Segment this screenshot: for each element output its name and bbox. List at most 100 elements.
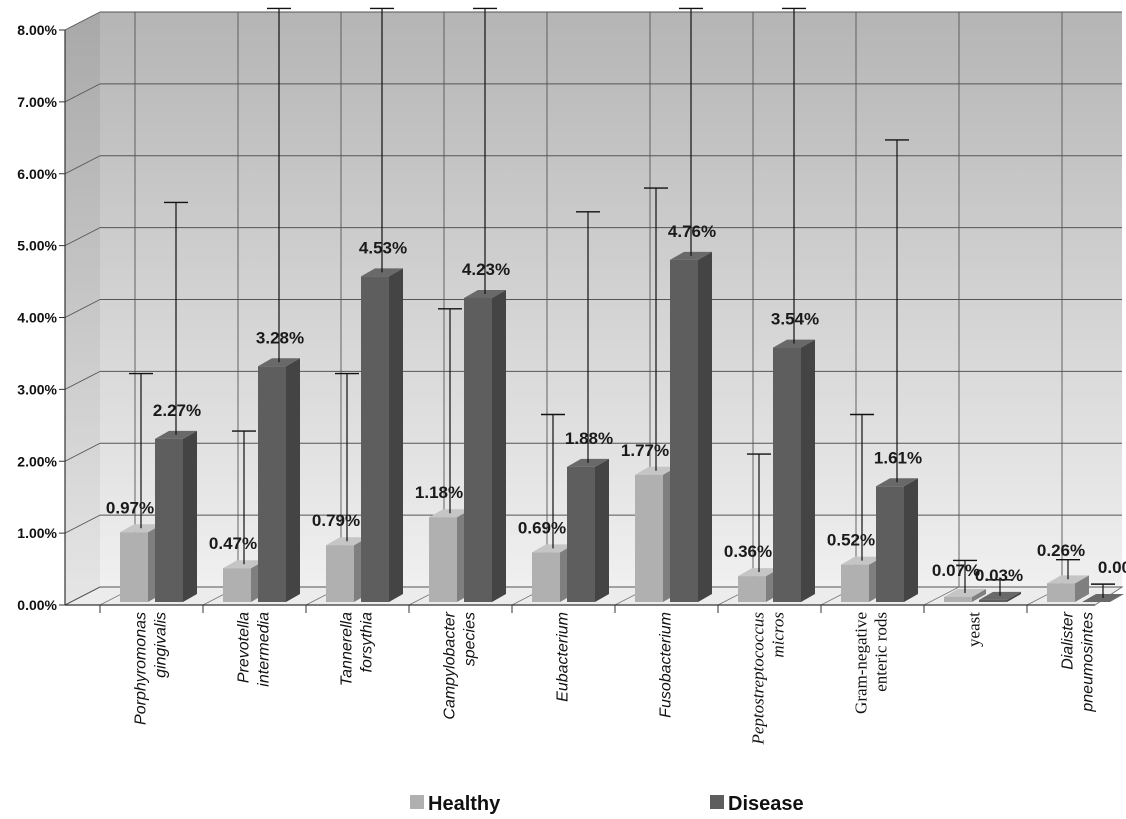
bar-side xyxy=(286,358,300,602)
category-label: Tannerella forsythia xyxy=(339,612,376,686)
healthy-error-bar xyxy=(850,413,874,561)
healthy-value-label: 0.26% xyxy=(1037,541,1085,560)
gridline-side xyxy=(64,11,101,31)
bar-front xyxy=(635,474,663,602)
disease-value-label: 2.27% xyxy=(153,401,201,420)
healthy-value-label: 0.97% xyxy=(106,498,154,517)
healthy-error-bar xyxy=(953,559,977,593)
healthy-value-label: 1.77% xyxy=(621,441,669,460)
y-tick-label: 0.00% xyxy=(17,597,57,613)
bar-side xyxy=(1075,575,1089,602)
bar-front xyxy=(738,576,766,602)
gridline-side xyxy=(64,83,101,103)
legend-item-healthy: Healthy xyxy=(410,793,501,815)
disease-error-bar xyxy=(1091,583,1115,598)
healthy-error-bar xyxy=(1056,558,1080,580)
healthy-error-bar xyxy=(335,372,359,542)
category-label: Campylobacter species xyxy=(442,611,479,719)
bar-front xyxy=(429,517,457,602)
gridline-side xyxy=(64,442,101,462)
healthy-error-bar xyxy=(232,430,256,565)
legend-swatch xyxy=(410,795,424,809)
y-tick-label: 4.00% xyxy=(17,310,57,326)
disease-value-label: 0.03% xyxy=(975,566,1023,585)
healthy-value-label: 0.07% xyxy=(932,561,980,580)
healthy-value-label: 0.47% xyxy=(209,534,257,553)
disease-error-bar xyxy=(885,139,909,483)
category-label-line: Fusobacterium xyxy=(658,612,675,718)
bar-front xyxy=(944,596,972,602)
disease-value-label: 1.88% xyxy=(565,429,613,448)
bar-side xyxy=(492,289,506,602)
category-label-line: pneumosintes xyxy=(1080,612,1097,713)
category-labels: Porphyromonas gingivalis Prevotella interme… xyxy=(133,611,1097,745)
healthy-bar xyxy=(1047,575,1089,602)
bar-front xyxy=(876,486,904,602)
category-label-line: Gram-negative xyxy=(852,612,871,714)
disease-value-label: 4.23% xyxy=(462,260,510,279)
gridline-side xyxy=(64,299,101,318)
category-label: yeast xyxy=(965,612,984,647)
bar-side xyxy=(698,251,712,602)
disease-value-label: 3.54% xyxy=(771,310,819,329)
legend-label: Healthy xyxy=(428,793,501,815)
disease-bar xyxy=(258,358,300,602)
bar-side xyxy=(972,588,986,602)
bar-side xyxy=(389,268,403,602)
bar-front xyxy=(326,545,354,602)
category-label-line: Eubacterium xyxy=(555,612,572,702)
y-axis: 0.00% 1.00% 2.00% 3.00% 4.00% 5.00% 6.00% 7.00%… xyxy=(17,22,66,613)
y-tick-label: 3.00% xyxy=(17,381,57,397)
healthy-value-label: 0.36% xyxy=(724,542,772,561)
disease-bar xyxy=(361,268,403,602)
disease-value-label: 1.61% xyxy=(874,448,922,467)
disease-value-label: 0.00% xyxy=(1098,558,1126,577)
category-label: Dialister pneumosintes xyxy=(1060,611,1097,712)
error-bars xyxy=(129,7,1115,598)
bar-front xyxy=(841,564,869,602)
data-labels: 0.97% 0.47% 0.79% 1.18% 0.69% 1.77% 0.36% 0.52%… xyxy=(106,222,1126,585)
category-label-line: Porphyromonas xyxy=(133,612,150,725)
disease-error-bar xyxy=(473,7,497,294)
bar-side xyxy=(183,430,197,602)
category-label: Prevotella intermedia xyxy=(236,612,273,687)
disease-value-label: 4.53% xyxy=(359,238,407,257)
category-label-line: yeast xyxy=(965,612,984,647)
legend-label: Disease xyxy=(728,793,804,815)
gridline-side xyxy=(64,227,101,247)
disease-error-bar xyxy=(679,7,703,256)
legend-item-disease: Disease xyxy=(710,793,804,815)
y-tick-label: 8.00% xyxy=(17,22,57,38)
gridline-side xyxy=(64,514,101,534)
healthy-value-label: 0.69% xyxy=(518,518,566,537)
category-label: Gram-negative enteric rods xyxy=(852,612,891,714)
category-label-line: enteric rods xyxy=(872,612,891,692)
disease-value-label: 3.28% xyxy=(256,328,304,347)
disease-bar xyxy=(773,339,815,602)
bar-front xyxy=(532,552,560,602)
legend: Healthy Disease xyxy=(410,793,804,815)
y-tick-label: 1.00% xyxy=(17,525,57,541)
bar-front xyxy=(258,366,286,602)
bar-front xyxy=(155,438,183,602)
bar-front xyxy=(120,532,148,602)
bar-front xyxy=(773,347,801,602)
floor-divider xyxy=(923,586,960,606)
bar-side xyxy=(904,478,918,602)
y-tick-label: 5.00% xyxy=(17,238,57,254)
bar-front xyxy=(567,466,595,602)
category-label-line: species xyxy=(462,612,479,666)
bar-side xyxy=(595,458,609,602)
disease-error-bar xyxy=(576,211,600,463)
disease-error-bar xyxy=(164,201,188,435)
category-label-line: Dialister xyxy=(1060,611,1077,669)
healthy-error-bar xyxy=(438,308,462,514)
bar-front xyxy=(223,568,251,602)
healthy-value-label: 1.18% xyxy=(415,483,463,502)
y-tick-label: 6.00% xyxy=(17,166,57,182)
category-label-line: micros xyxy=(769,612,788,658)
bar-front xyxy=(1047,583,1075,602)
healthy-error-bar xyxy=(644,187,668,471)
healthy-error-bar xyxy=(747,453,771,573)
category-label: Fusobacterium xyxy=(658,612,675,718)
